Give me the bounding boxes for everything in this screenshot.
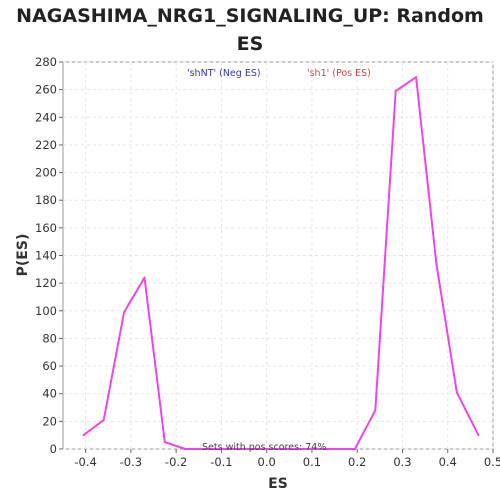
y-tick-label: 200 xyxy=(35,166,57,180)
x-tick-label: 0.0 xyxy=(258,455,276,469)
series-layer xyxy=(82,76,480,450)
y-tick-label: 0 xyxy=(50,442,57,456)
data-point xyxy=(245,448,248,450)
y-tick-label: 220 xyxy=(35,138,57,152)
x-tick-label: -0.4 xyxy=(74,455,96,469)
x-tick-label: -0.1 xyxy=(210,455,232,469)
plot-area xyxy=(62,61,494,450)
y-tick-label: 80 xyxy=(42,331,57,345)
legend-neg-label: 'shNT' (Neg ES) xyxy=(187,68,261,79)
data-point xyxy=(394,90,397,93)
y-tick-label: 140 xyxy=(35,249,57,263)
pos-scores-annotation: Sets with pos scores: 74% xyxy=(202,442,326,453)
data-point xyxy=(435,262,438,265)
x-tick-label: 0.5 xyxy=(484,455,500,469)
data-point xyxy=(163,441,166,444)
x-axis-title: ES xyxy=(268,476,288,492)
y-tick-label: 240 xyxy=(35,110,57,124)
y-tick-label: 20 xyxy=(42,414,57,428)
y-tick-label: 100 xyxy=(35,304,57,318)
y-tick-label: 60 xyxy=(42,359,57,373)
x-tick-label: -0.3 xyxy=(120,455,142,469)
y-tick-label: 120 xyxy=(35,276,57,290)
data-point xyxy=(204,448,207,450)
x-tick-label: 0.3 xyxy=(393,455,411,469)
x-tick-label: -0.2 xyxy=(165,455,187,469)
y-tick-label: 260 xyxy=(35,83,57,97)
data-point xyxy=(143,276,146,279)
data-point xyxy=(306,448,309,450)
y-tick-label: 160 xyxy=(35,221,57,235)
data-point xyxy=(477,434,480,437)
data-point xyxy=(455,391,458,394)
grid-lines xyxy=(63,61,494,450)
data-point xyxy=(265,448,268,450)
y-tick-label: 180 xyxy=(35,193,57,207)
legend-pos-label: 'sh1' (Pos ES) xyxy=(307,68,371,79)
y-tick-label: 40 xyxy=(42,387,57,401)
data-point xyxy=(224,448,227,450)
data-point xyxy=(102,418,105,421)
chart-title-line-1: NAGASHIMA_NRG1_SIGNALING_UP: Random ES xyxy=(16,5,484,55)
data-point xyxy=(184,448,187,450)
data-point xyxy=(415,76,418,79)
data-point xyxy=(286,448,289,450)
data-point xyxy=(326,448,329,450)
data-point xyxy=(374,409,377,412)
data-point xyxy=(353,448,356,450)
y-tick-label: 280 xyxy=(35,55,57,69)
axis-ticks: 0 20 40 60 80 100 120 140 160 180 200 220 240 260 280 -… xyxy=(35,55,500,469)
x-tick-label: 0.4 xyxy=(439,455,457,469)
data-point xyxy=(82,434,85,437)
data-point xyxy=(123,311,126,314)
x-tick-label: 0.1 xyxy=(303,455,321,469)
y-axis-title: P(ES) xyxy=(15,234,31,277)
es-distribution-line xyxy=(82,76,480,450)
x-tick-label: 0.2 xyxy=(348,455,366,469)
